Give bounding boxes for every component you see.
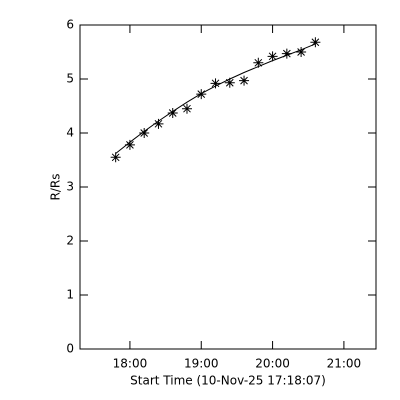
data-point xyxy=(110,152,121,163)
data-point xyxy=(281,48,292,59)
data-point xyxy=(139,128,150,138)
y-tick-label: 5 xyxy=(66,72,74,86)
plot-frame xyxy=(79,24,377,350)
y-tick-label: 4 xyxy=(66,126,74,140)
y-axis-title: R/Rs xyxy=(49,174,63,201)
fit-line xyxy=(115,43,316,154)
y-tick-label: 0 xyxy=(66,342,74,356)
data-point xyxy=(224,77,235,88)
data-point xyxy=(167,108,178,119)
data-point xyxy=(310,37,321,48)
x-tick-label: 20:00 xyxy=(255,357,290,371)
y-tick-label: 2 xyxy=(66,234,74,248)
y-tick-label: 3 xyxy=(66,180,74,194)
data-point xyxy=(210,78,221,89)
data-point xyxy=(253,57,264,68)
x-axis-title: Start Time (10-Nov-25 17:18:07) xyxy=(130,374,326,388)
data-point xyxy=(296,47,307,57)
data-point xyxy=(181,103,192,114)
y-tick-label: 6 xyxy=(66,18,74,32)
y-tick-label: 1 xyxy=(66,288,74,302)
data-point xyxy=(153,118,164,129)
x-tick-label: 21:00 xyxy=(327,357,362,371)
x-tick-label: 18:00 xyxy=(113,357,148,371)
data-point xyxy=(239,75,250,86)
data-point xyxy=(124,139,135,150)
x-tick-label: 19:00 xyxy=(184,357,219,371)
data-point xyxy=(267,51,278,62)
